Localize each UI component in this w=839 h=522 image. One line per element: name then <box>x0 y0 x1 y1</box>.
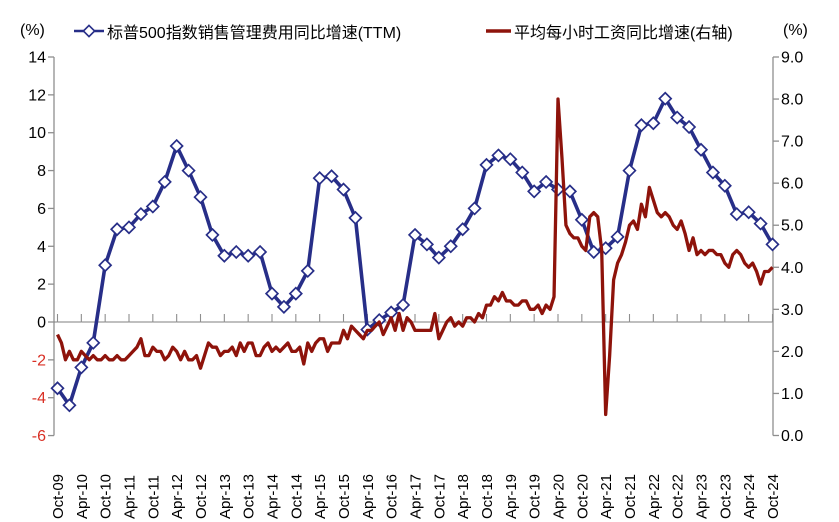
svg-text:3.0: 3.0 <box>781 302 803 319</box>
red-line-icon <box>486 29 511 33</box>
svg-text:Oct-15: Oct-15 <box>336 474 353 519</box>
legend-item-wage: 平均每小时工资同比增速(右轴) <box>486 21 733 42</box>
svg-text:Oct-23: Oct-23 <box>717 474 734 519</box>
series-sga-markers <box>50 91 780 413</box>
svg-text:Apr-14: Apr-14 <box>265 474 282 519</box>
svg-text:Apr-20: Apr-20 <box>551 474 568 519</box>
y-axis-right: 9.0 8.0 7.0 6.0 5.0 4.0 3.0 2.0 1.0 0.0 <box>773 50 803 445</box>
svg-text:Oct-18: Oct-18 <box>479 474 496 519</box>
svg-text:Apr-24: Apr-24 <box>741 474 758 519</box>
svg-text:Oct-22: Oct-22 <box>670 474 687 519</box>
svg-text:Apr-21: Apr-21 <box>598 474 615 519</box>
svg-text:Oct-21: Oct-21 <box>622 474 639 519</box>
svg-text:Apr-12: Apr-12 <box>169 474 186 519</box>
svg-text:Apr-13: Apr-13 <box>217 474 234 519</box>
svg-text:5.0: 5.0 <box>781 218 803 235</box>
left-axis-unit: (%) <box>20 22 45 39</box>
svg-text:Apr-23: Apr-23 <box>694 474 711 519</box>
svg-text:Apr-16: Apr-16 <box>360 474 377 519</box>
svg-text:9.0: 9.0 <box>781 50 803 67</box>
svg-text:8: 8 <box>37 163 46 180</box>
svg-text:Oct-20: Oct-20 <box>574 474 591 519</box>
svg-text:8.0: 8.0 <box>781 92 803 109</box>
x-axis-labels: Oct-09 Apr-10 Oct-10 Apr-11 Oct-11 Apr-12 Oct-… <box>50 474 782 519</box>
legend-label-wage: 平均每小时工资同比增速(右轴) <box>514 25 733 42</box>
svg-text:Oct-14: Oct-14 <box>288 474 305 519</box>
svg-text:Apr-18: Apr-18 <box>455 474 472 519</box>
legend-item-sga: 标普500指数销售管理费用同比增速(TTM) <box>74 21 402 42</box>
svg-text:Oct-17: Oct-17 <box>431 474 448 519</box>
svg-text:Apr-10: Apr-10 <box>74 474 91 519</box>
svg-text:7.0: 7.0 <box>781 134 803 151</box>
svg-text:2.0: 2.0 <box>781 344 803 361</box>
svg-text:Apr-11: Apr-11 <box>122 475 139 519</box>
svg-text:2: 2 <box>37 277 46 294</box>
svg-text:Oct-12: Oct-12 <box>193 474 210 519</box>
series-wage-line <box>56 97 774 417</box>
svg-text:4.0: 4.0 <box>781 260 803 277</box>
svg-text:0.0: 0.0 <box>781 428 803 445</box>
svg-text:Apr-17: Apr-17 <box>408 474 425 519</box>
legend-label-sga: 标普500指数销售管理费用同比增速(TTM) <box>107 25 402 42</box>
svg-text:14: 14 <box>28 50 46 67</box>
svg-text:-4: -4 <box>32 390 46 407</box>
right-axis-unit: (%) <box>783 22 808 39</box>
svg-text:12: 12 <box>28 87 46 104</box>
svg-text:10: 10 <box>28 125 46 142</box>
svg-text:Apr-22: Apr-22 <box>646 474 663 519</box>
blue-diamond-line-icon <box>74 24 104 38</box>
svg-text:0: 0 <box>37 315 46 332</box>
svg-text:6.0: 6.0 <box>781 176 803 193</box>
svg-text:Oct-16: Oct-16 <box>384 474 401 519</box>
svg-text:-6: -6 <box>32 428 46 445</box>
svg-text:Oct-19: Oct-19 <box>527 474 544 519</box>
svg-text:1.0: 1.0 <box>781 386 803 403</box>
svg-text:Apr-15: Apr-15 <box>312 474 329 519</box>
svg-text:Apr-19: Apr-19 <box>503 474 520 519</box>
y-axis-left: 14 12 10 8 6 4 2 0 -2 -4 -6 <box>28 50 54 445</box>
svg-text:-2: -2 <box>32 352 46 369</box>
svg-text:Oct-09: Oct-09 <box>50 474 67 519</box>
svg-text:Oct-13: Oct-13 <box>241 474 258 519</box>
svg-text:6: 6 <box>37 201 46 218</box>
x-axis <box>54 314 774 323</box>
svg-text:Oct-10: Oct-10 <box>98 474 115 519</box>
svg-text:Oct-24: Oct-24 <box>765 474 782 519</box>
svg-text:4: 4 <box>37 239 46 256</box>
svg-text:Oct-11: Oct-11 <box>145 475 162 519</box>
